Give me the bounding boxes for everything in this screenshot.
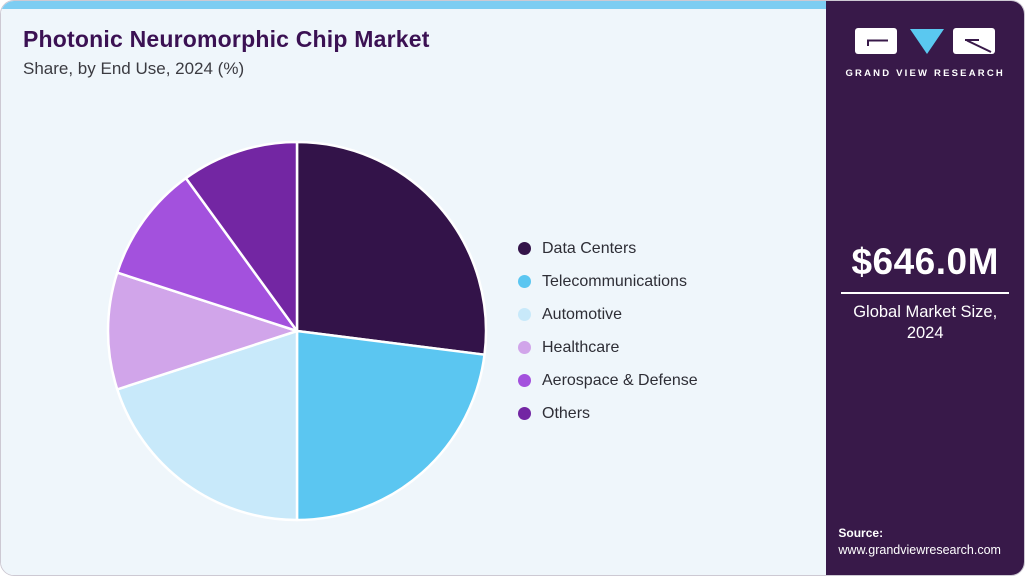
- page-title: Photonic Neuromorphic Chip Market: [23, 26, 430, 52]
- legend-dot-telecommunications: [518, 275, 531, 288]
- legend-dot-automotive: [518, 308, 531, 321]
- market-size-divider: [841, 292, 1010, 294]
- legend-item-aerospace-defense: Aerospace & Defense: [518, 370, 698, 391]
- legend-item-data-centers: Data Centers: [518, 238, 698, 259]
- logo-v-triangle: [910, 29, 945, 54]
- pie-slice-aerospace-defense: [116, 176, 299, 333]
- pie-slice-data-centers: [295, 140, 488, 356]
- logo-wordmark: GRAND VIEW RESEARCH: [845, 68, 1005, 79]
- page-subtitle: Share, by End Use, 2024 (%): [23, 59, 245, 78]
- legend-item-telecommunications: Telecommunications: [518, 271, 698, 292]
- legend-dot-data-centers: [518, 242, 531, 255]
- header: Photonic Neuromorphic Chip Market Share,…: [23, 26, 430, 79]
- legend-label-data-centers: Data Centers: [542, 239, 637, 257]
- sidebar: GRAND VIEW RESEARCH $646.0M Global Marke…: [826, 1, 1024, 575]
- legend-item-others: Others: [518, 403, 698, 424]
- legend-dot-aerospace-defense: [518, 374, 531, 387]
- market-size-block: $646.0M Global Market Size, 2024: [826, 241, 1024, 343]
- pie-slice-healthcare: [106, 271, 299, 391]
- legend-label-automotive: Automotive: [542, 305, 623, 323]
- pie-chart-svg: [106, 140, 488, 522]
- source-label: Source:: [838, 526, 884, 540]
- legend-label-healthcare: Healthcare: [542, 338, 620, 356]
- pie-slice-automotive: [116, 329, 299, 522]
- pie-chart: [105, 139, 489, 523]
- accent-top-bar: [1, 1, 827, 9]
- legend-label-others: Others: [542, 404, 591, 422]
- gvr-logo: GRAND VIEW RESEARCH: [826, 27, 1024, 79]
- pie-slice-telecommunications: [295, 329, 486, 522]
- logo-r-glyph: [965, 39, 992, 53]
- gvr-logo-icon: [855, 28, 996, 54]
- pie-slice-others: [184, 140, 299, 333]
- legend-dot-others: [518, 407, 531, 420]
- legend-label-telecommunications: Telecommunications: [542, 272, 687, 290]
- legend-label-aerospace-defense: Aerospace & Defense: [542, 371, 698, 389]
- legend-item-healthcare: Healthcare: [518, 337, 698, 358]
- source-block: Source: www.grandviewresearch.com: [838, 526, 1001, 557]
- market-size-label: Global Market Size, 2024: [853, 303, 998, 342]
- market-size-value: $646.0M: [851, 241, 999, 282]
- chart-panel: Photonic Neuromorphic Chip Market Share,…: [1, 1, 827, 575]
- logo-g-glyph: [867, 39, 889, 46]
- source-url[interactable]: www.grandviewresearch.com: [838, 543, 1001, 557]
- legend-dot-healthcare: [518, 341, 531, 354]
- legend-item-automotive: Automotive: [518, 304, 698, 325]
- legend: Data Centers Telecommunications Automotive…: [518, 238, 698, 424]
